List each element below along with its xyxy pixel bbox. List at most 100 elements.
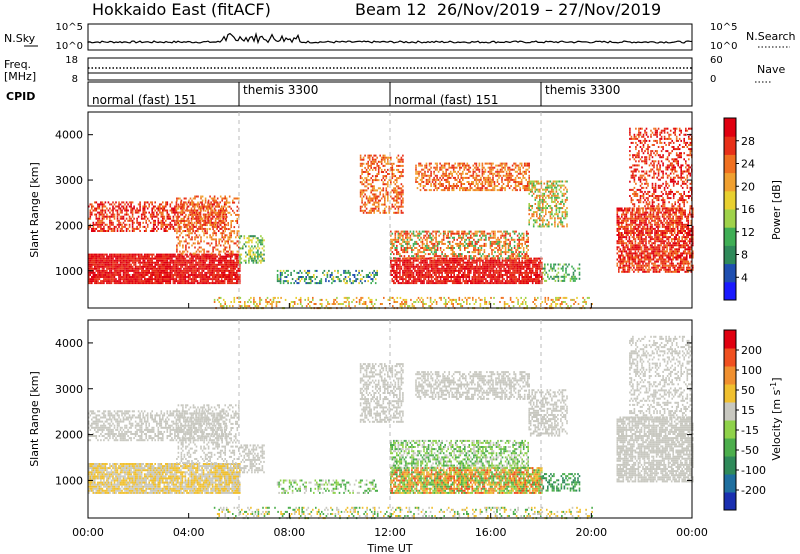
echo-cell — [477, 265, 480, 268]
echo-cell — [387, 191, 389, 194]
echo-cell — [109, 253, 111, 256]
echo-cell — [106, 217, 108, 220]
echo-cell — [391, 259, 394, 262]
echo-cell — [254, 245, 256, 248]
echo-cell — [352, 282, 354, 285]
echo-cell — [518, 263, 520, 266]
echo-cell — [530, 267, 532, 270]
echo-cell — [162, 280, 164, 283]
echo-cell — [525, 278, 528, 281]
echo-cell — [142, 207, 144, 210]
echo-cell — [479, 267, 481, 270]
echo-cell — [400, 164, 403, 167]
echo-cell — [510, 267, 513, 270]
echo-cell — [497, 265, 499, 268]
echo-cell — [152, 230, 155, 232]
echo-cell — [211, 223, 214, 226]
echo-cell — [531, 282, 534, 285]
echo-cell — [149, 276, 152, 278]
echo-cell — [209, 234, 211, 237]
echo-cell — [210, 242, 213, 245]
echo-cell — [459, 253, 462, 256]
echo-cell — [450, 247, 452, 249]
echo-cell — [433, 230, 436, 233]
echo-cell — [146, 253, 149, 256]
echo-cell — [237, 276, 240, 278]
echo-cell — [476, 282, 478, 285]
echo-cell — [368, 271, 371, 274]
echo-cell — [190, 253, 193, 256]
echo-cell — [145, 205, 147, 208]
echo-cell — [468, 265, 471, 268]
echo-cell — [91, 265, 93, 268]
echo-cell — [119, 271, 122, 274]
echo-cell — [396, 230, 398, 233]
echo-cell — [473, 267, 475, 270]
echo-cell — [148, 269, 150, 272]
echo-cell — [415, 247, 418, 249]
echo-cell — [216, 267, 218, 270]
echo-cell — [415, 240, 418, 243]
echo-cell — [131, 225, 134, 228]
echo-cell — [139, 255, 141, 258]
echo-cell — [206, 236, 208, 239]
echo-cell — [503, 282, 505, 285]
echo-cell — [216, 276, 218, 278]
echo-cell — [482, 232, 484, 235]
echo-cell — [252, 237, 255, 240]
echo-cell — [385, 193, 388, 196]
echo-cell — [193, 221, 196, 224]
echo-cell — [227, 201, 229, 204]
echo-cell — [506, 274, 508, 276]
echo-cell — [157, 278, 160, 281]
echo-cell — [429, 247, 431, 249]
echo-cell — [206, 217, 208, 220]
echo-cell — [397, 168, 400, 171]
echo-cell — [225, 219, 227, 222]
echo-cell — [492, 242, 495, 245]
echo-cell — [429, 257, 431, 260]
echo-cell — [399, 158, 401, 161]
echo-cell — [393, 253, 395, 256]
echo-cell — [213, 199, 216, 202]
echo-cell — [503, 263, 505, 266]
echo-cell — [113, 280, 116, 283]
echo-cell — [439, 247, 442, 249]
echo-cell — [224, 240, 226, 243]
echo-cell — [458, 263, 460, 266]
echo-cell — [512, 269, 514, 272]
echo-cell — [495, 238, 498, 241]
echo-cell — [515, 278, 517, 281]
echo-cell — [427, 230, 430, 233]
echo-cell — [207, 213, 210, 216]
echo-cell — [202, 265, 205, 268]
echo-cell — [228, 234, 231, 237]
echo-cell — [156, 259, 158, 262]
echo-cell — [213, 222, 216, 224]
echo-cell — [159, 203, 161, 206]
echo-cell — [142, 225, 144, 228]
echo-cell — [368, 168, 371, 171]
echo-cell — [180, 261, 182, 264]
echo-cell — [162, 261, 164, 264]
echo-cell — [198, 250, 201, 253]
echo-cell — [465, 263, 468, 266]
echo-cell — [399, 255, 401, 258]
echo-cell — [152, 205, 155, 208]
echo-cell — [486, 269, 489, 272]
echo-cell — [225, 227, 227, 230]
echo-cell — [251, 255, 253, 258]
echo-cell — [480, 230, 483, 233]
echo-cell — [113, 213, 116, 216]
echo-cell — [104, 276, 107, 278]
echo-cell — [211, 267, 214, 270]
echo-cell — [524, 269, 526, 272]
echo-cell — [195, 209, 198, 212]
echo-cell — [142, 276, 144, 278]
echo-cell — [128, 259, 131, 262]
echo-cell — [462, 274, 465, 276]
echo-cell — [435, 278, 437, 281]
echo-cell — [485, 269, 487, 272]
echo-cell — [408, 257, 410, 260]
echo-cell — [136, 207, 138, 210]
